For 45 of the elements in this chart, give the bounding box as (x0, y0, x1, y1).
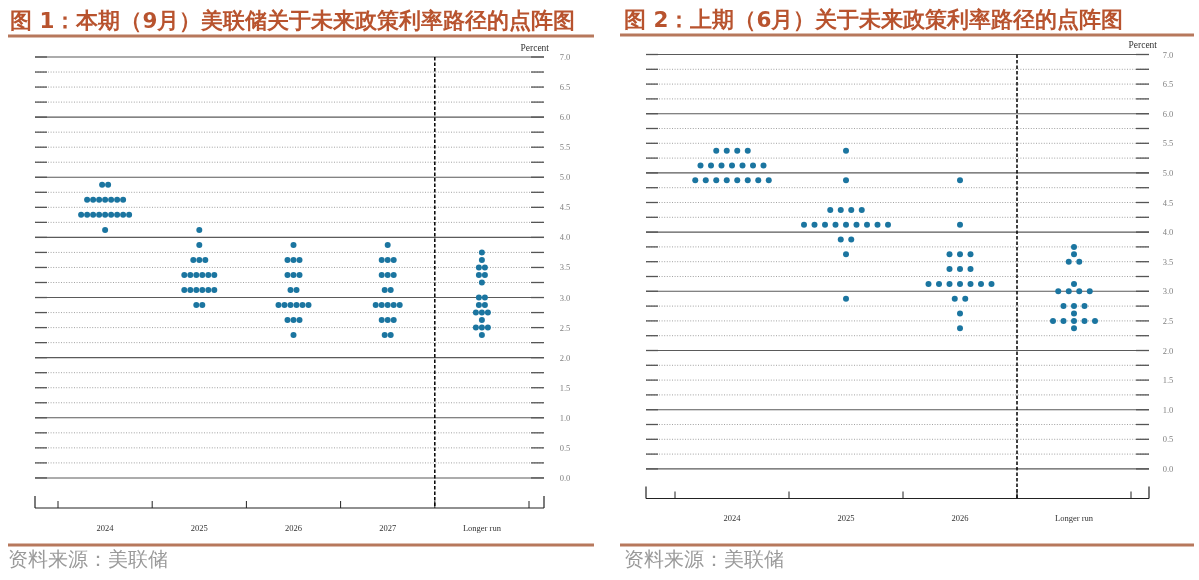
y-tick-label: 3.0 (559, 292, 571, 303)
y-axis-title: Percent (1128, 40, 1158, 50)
x-tick-label: 2026 (285, 523, 302, 533)
chart-title: 图 1：本期（9月）美联储关于未来政策利率路径的点阵图 (10, 8, 576, 33)
y-tick-label: 7.0 (1162, 49, 1174, 60)
y-tick-label: 1.0 (1162, 404, 1174, 415)
y-tick-label: 5.5 (559, 142, 571, 153)
y-tick-label: 4.0 (1162, 227, 1174, 238)
y-tick-label: 3.0 (1162, 286, 1174, 297)
y-tick-label: 4.0 (559, 232, 571, 243)
x-tick-label: Longer run (462, 523, 502, 533)
y-tick-label: 5.0 (1162, 167, 1174, 178)
y-tick-label: 4.5 (559, 202, 571, 213)
text: 资料来源：美联储 (8, 547, 168, 571)
y-tick-label: 5.0 (559, 172, 571, 183)
y-tick-label: 3.5 (559, 262, 571, 273)
y-tick-label: 0.5 (1162, 434, 1174, 445)
y-tick-label: 0.0 (1162, 463, 1174, 474)
x-tick-label: Longer run (1054, 513, 1094, 523)
y-tick-label: 1.5 (559, 382, 571, 393)
y-tick-label: 0.5 (559, 442, 571, 453)
y-tick-label: 6.0 (1162, 108, 1174, 119)
y-tick-label: 4.5 (1162, 197, 1174, 208)
y-tick-label: 1.0 (559, 412, 571, 423)
y-tick-label: 6.5 (559, 82, 571, 93)
y-tick-label: 0.0 (559, 472, 571, 483)
x-tick-label: 2025 (837, 513, 855, 523)
y-tick-label: 6.0 (559, 112, 571, 123)
y-tick-label: 2.0 (559, 352, 571, 363)
x-tick-label: 2025 (190, 523, 208, 533)
x-tick-label: 2027 (379, 523, 397, 533)
y-tick-label: 5.5 (1162, 138, 1174, 149)
y-tick-label: 2.0 (1162, 345, 1174, 356)
x-tick-label: 2024 (96, 523, 115, 533)
y-tick-label: 6.5 (1162, 79, 1174, 90)
y-tick-label: 2.5 (1162, 315, 1174, 326)
chart-title: 图 2：上期（6月）关于未来政策利率路径的点阵图 (624, 7, 1124, 32)
x-tick-label: 2026 (951, 513, 969, 523)
y-tick-label: 7.0 (559, 52, 571, 62)
y-tick-label: 3.5 (1162, 256, 1174, 267)
text: 资料来源：美联储 (624, 547, 784, 571)
y-tick-label: 2.5 (559, 322, 571, 333)
y-axis-title: Percent (520, 43, 550, 53)
y-tick-label: 1.5 (1162, 375, 1174, 386)
x-tick-label: 2024 (723, 513, 742, 523)
